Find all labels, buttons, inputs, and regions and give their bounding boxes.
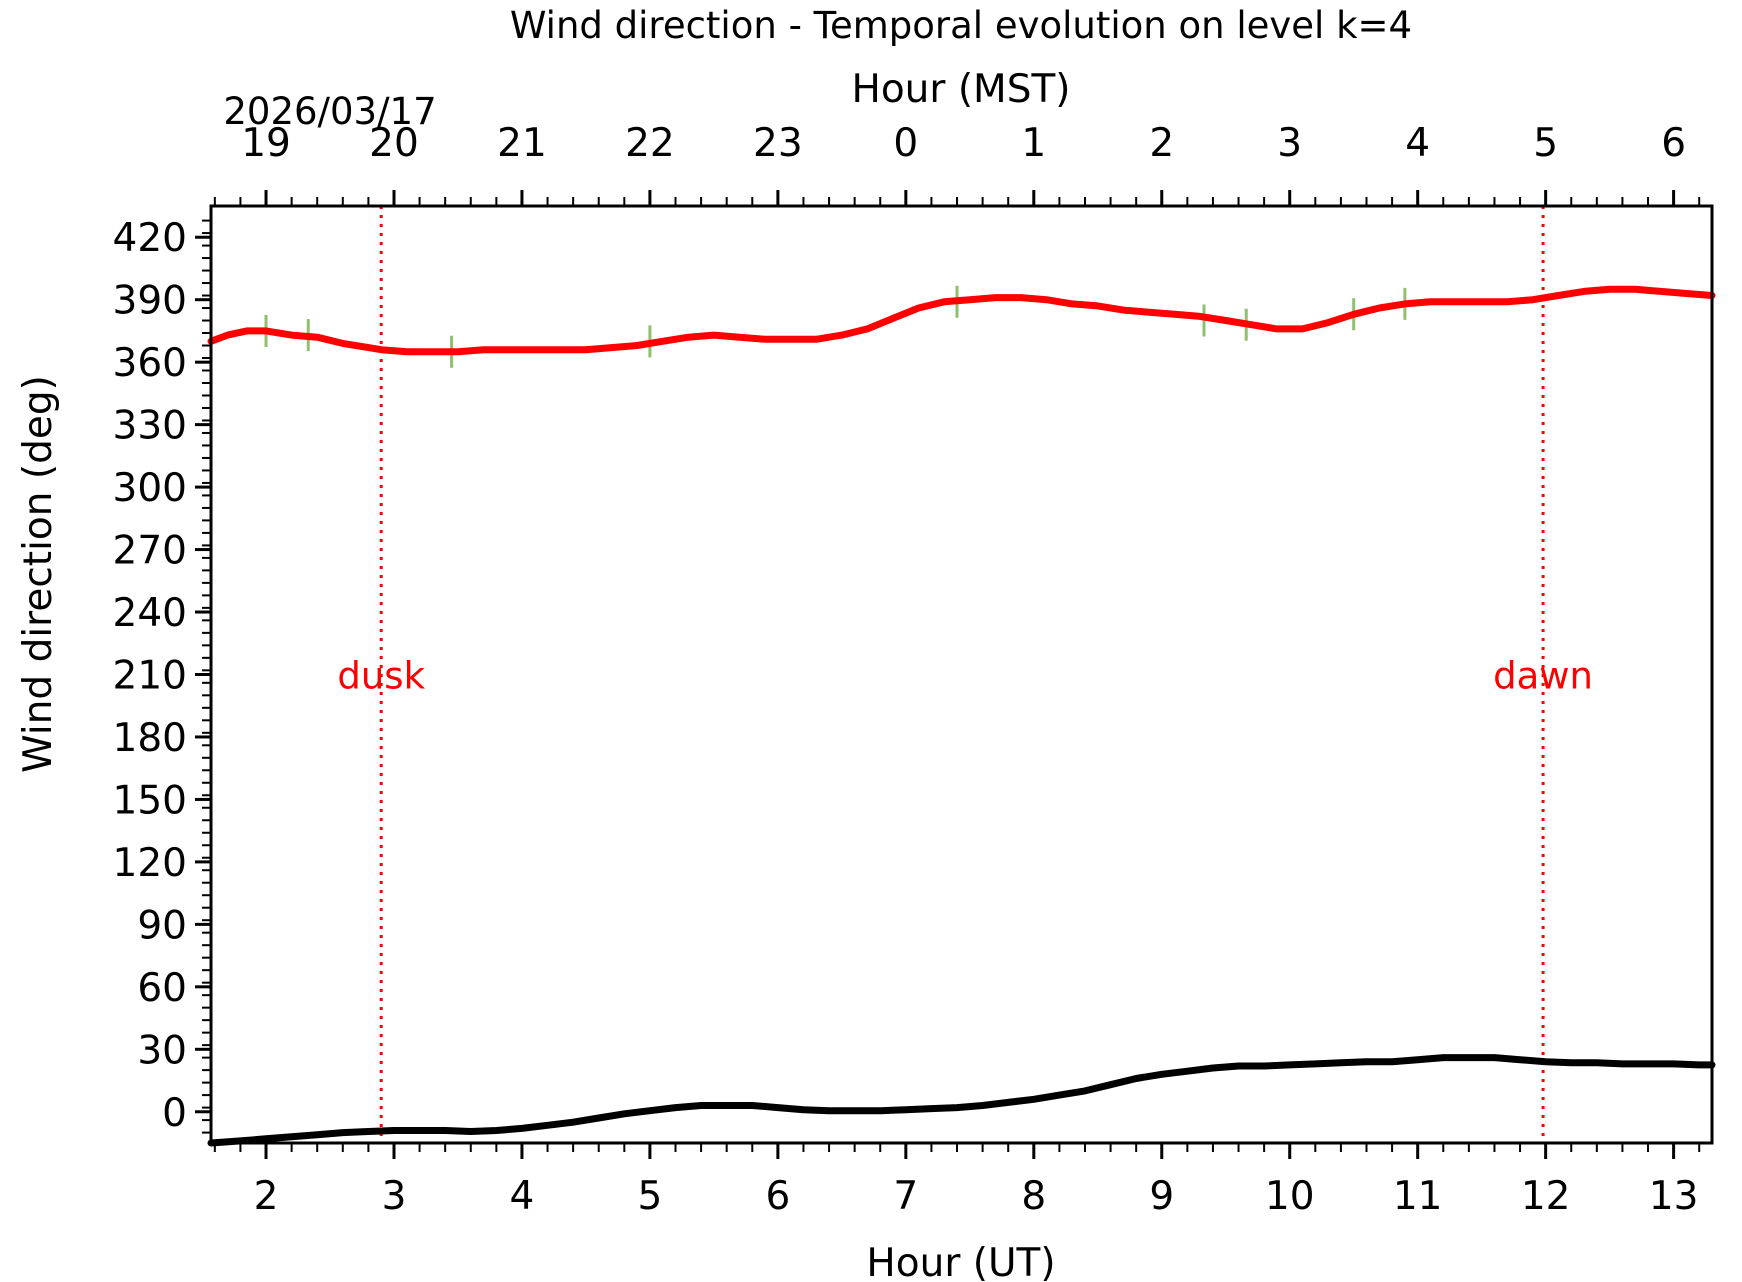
x-top-tick-label: 23 <box>753 121 803 166</box>
x-top-tick-label: 20 <box>369 121 419 166</box>
x-top-tick-label: 2 <box>1149 121 1174 166</box>
y-tick-label: 180 <box>113 716 187 761</box>
x-tick-label: 11 <box>1393 1174 1443 1219</box>
x-top-tick-label: 21 <box>497 121 547 166</box>
y-tick-label: 30 <box>137 1028 187 1073</box>
y-tick-label: 390 <box>113 279 187 324</box>
chart-title: Wind direction - Temporal evolution on l… <box>510 4 1412 47</box>
y-tick-label: 60 <box>137 966 187 1011</box>
x-top-tick-label: 4 <box>1405 121 1430 166</box>
x-tick-label: 13 <box>1649 1174 1699 1219</box>
y-tick-label: 360 <box>113 341 187 386</box>
y-axis-label: Wind direction (deg) <box>16 375 61 773</box>
series-0-line <box>207 285 1716 356</box>
x-tick-label: 7 <box>893 1174 918 1219</box>
x-tick-label: 4 <box>510 1174 535 1219</box>
dawn-label: dawn <box>1493 655 1593 698</box>
y-tick-label: 90 <box>137 903 187 948</box>
x-tick-label: 6 <box>765 1174 790 1219</box>
y-tick-label: 210 <box>113 654 187 699</box>
x-top-tick-label: 1 <box>1021 121 1046 166</box>
x-top-tick-label: 6 <box>1661 121 1686 166</box>
annotations: dusk dawn <box>337 206 1593 1143</box>
x-tick-label: 12 <box>1521 1174 1571 1219</box>
x-tick-label: 3 <box>382 1174 407 1219</box>
dusk-label: dusk <box>337 655 425 698</box>
x-top-tick-label: 0 <box>893 121 918 166</box>
top-axis-label: Hour (MST) <box>852 67 1071 112</box>
y-tick-label: 240 <box>113 591 187 636</box>
x-tick-label: 8 <box>1021 1174 1046 1219</box>
y-tick-label: 150 <box>113 778 187 823</box>
y-tick-label: 300 <box>113 466 187 511</box>
x-tick-label: 5 <box>637 1174 662 1219</box>
x-axis-label: Hour (UT) <box>866 1241 1055 1282</box>
y-tick-label: 0 <box>162 1091 187 1136</box>
x-top-tick-label: 3 <box>1277 121 1302 166</box>
y-tick-label: 420 <box>113 216 187 261</box>
x-tick-label: 2 <box>254 1174 279 1219</box>
series-lines <box>207 285 1716 1147</box>
x-top-tick-label: 19 <box>241 121 291 166</box>
axis-ticks: 0306090120150180210240270300330360390420… <box>113 121 1701 1219</box>
x-top-tick-label: 22 <box>625 121 675 166</box>
plot-frame <box>209 204 1714 1145</box>
x-top-tick-label: 5 <box>1533 121 1558 166</box>
x-tick-label: 10 <box>1265 1174 1315 1219</box>
y-tick-label: 120 <box>113 841 187 886</box>
series-1-line <box>207 1054 1716 1147</box>
x-tick-label: 9 <box>1149 1174 1174 1219</box>
date-label: 2026/03/17 <box>223 90 436 133</box>
y-tick-label: 270 <box>113 529 187 574</box>
y-tick-label: 330 <box>113 404 187 449</box>
